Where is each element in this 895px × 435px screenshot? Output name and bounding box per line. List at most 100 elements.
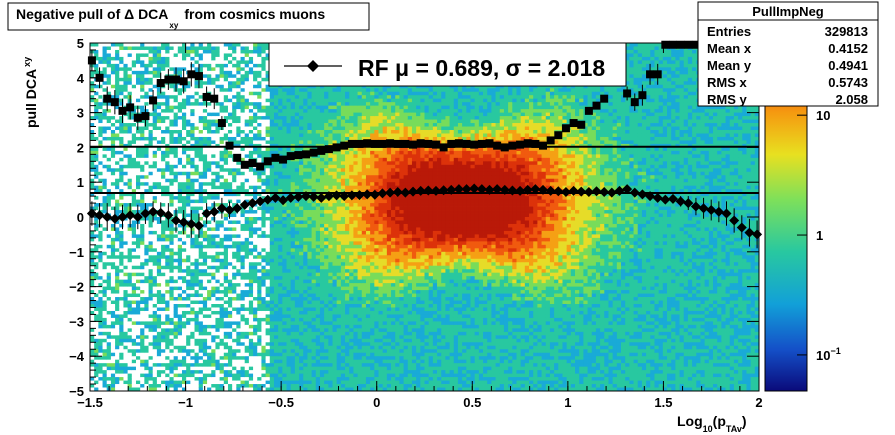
heatmap-cell bbox=[94, 123, 99, 127]
heatmap-cell bbox=[248, 84, 254, 89]
heatmap-cell bbox=[211, 77, 216, 82]
heatmap-cell bbox=[278, 377, 283, 381]
heatmap-cell bbox=[106, 359, 112, 364]
heatmap-cell bbox=[215, 248, 221, 253]
heatmap-cell bbox=[198, 196, 204, 200]
heatmap-cell bbox=[186, 244, 191, 249]
heatmap-cell bbox=[123, 203, 129, 207]
heatmap-cell bbox=[202, 185, 208, 190]
heatmap-cell bbox=[227, 91, 233, 96]
heatmap-cell bbox=[102, 49, 108, 54]
heatmap-cell bbox=[127, 279, 133, 284]
heatmap-cell bbox=[106, 234, 112, 239]
heatmap-cell bbox=[257, 286, 262, 291]
heatmap-cell bbox=[161, 377, 166, 381]
heatmap-cell bbox=[257, 182, 262, 187]
heatmap-cell bbox=[286, 230, 292, 235]
heatmap-cell bbox=[290, 314, 296, 319]
heatmap-cell bbox=[131, 352, 137, 357]
heatmap-cell bbox=[244, 307, 250, 312]
heatmap-cell bbox=[269, 286, 275, 291]
heatmap-cell bbox=[265, 276, 271, 281]
heatmap-cell bbox=[94, 150, 99, 155]
heatmap-cell bbox=[110, 276, 116, 281]
heatmap-cell bbox=[135, 136, 141, 141]
heatmap-cell bbox=[90, 384, 95, 388]
heatmap-cell bbox=[273, 300, 279, 305]
heatmap-cell bbox=[257, 91, 262, 96]
heatmap-cell bbox=[244, 335, 250, 340]
heatmap-cell bbox=[278, 314, 283, 319]
heatmap-cell bbox=[173, 175, 179, 180]
heatmap-cell bbox=[169, 168, 175, 173]
heatmap-cell bbox=[273, 178, 279, 183]
heatmap-cell bbox=[278, 359, 283, 364]
heatmap-cell bbox=[219, 185, 225, 190]
heatmap-cell bbox=[181, 269, 187, 274]
heatmap-cell bbox=[131, 81, 137, 86]
heatmap-cell bbox=[186, 102, 191, 107]
heatmap-cell bbox=[278, 234, 283, 239]
heatmap-cell bbox=[98, 359, 103, 364]
heatmap-cell bbox=[127, 265, 133, 270]
heatmap-cell bbox=[269, 161, 275, 166]
heatmap-cell bbox=[227, 297, 233, 301]
heatmap-cell bbox=[294, 286, 300, 291]
heatmap-cell bbox=[257, 206, 262, 211]
heatmap-cell bbox=[98, 154, 103, 159]
heatmap-cell bbox=[123, 116, 129, 120]
heatmap-cell bbox=[202, 88, 208, 93]
heatmap-cell bbox=[207, 123, 212, 127]
heatmap-cell bbox=[198, 88, 204, 93]
heatmap-cell bbox=[257, 345, 262, 350]
heatmap-cell bbox=[148, 56, 154, 61]
heatmap-cell bbox=[207, 297, 212, 301]
heatmap-cell bbox=[248, 286, 254, 291]
heatmap-cell bbox=[273, 88, 279, 93]
heatmap-cell bbox=[173, 203, 179, 207]
heatmap-cell bbox=[253, 338, 258, 343]
heatmap-cell bbox=[194, 102, 200, 107]
heatmap-cell bbox=[253, 244, 258, 249]
heatmap-cell bbox=[156, 88, 162, 93]
heatmap-cell bbox=[253, 234, 258, 239]
heatmap-cell bbox=[282, 105, 287, 110]
heatmap-cell bbox=[273, 387, 279, 391]
heatmap-cell bbox=[152, 91, 158, 96]
heatmap-cell bbox=[257, 324, 262, 329]
heatmap-cell bbox=[236, 345, 241, 350]
heatmap-cell bbox=[177, 178, 183, 183]
heatmap-cell bbox=[152, 112, 158, 117]
heatmap-cell bbox=[257, 116, 262, 120]
heatmap-cell bbox=[273, 237, 279, 242]
heatmap-cell bbox=[135, 293, 141, 298]
heatmap-cell bbox=[161, 53, 166, 58]
heatmap-cell bbox=[140, 356, 145, 361]
heatmap-cell bbox=[198, 324, 204, 329]
heatmap-cell bbox=[294, 95, 300, 100]
heatmap-cell bbox=[152, 366, 158, 371]
heatmap-cell bbox=[223, 290, 229, 294]
heatmap-cell bbox=[198, 95, 204, 100]
heatmap-cell bbox=[161, 363, 166, 368]
heatmap-cell bbox=[236, 130, 241, 134]
heatmap-cell bbox=[248, 283, 254, 287]
heatmap-cell bbox=[110, 178, 116, 183]
heatmap-cell bbox=[202, 384, 208, 388]
heatmap-cell bbox=[115, 363, 120, 368]
heatmap-cell bbox=[152, 161, 158, 166]
heatmap-cell bbox=[144, 182, 149, 187]
heatmap-cell bbox=[102, 171, 108, 176]
heatmap-cell bbox=[236, 88, 241, 93]
heatmap-cell bbox=[223, 293, 229, 298]
heatmap-cell bbox=[106, 276, 112, 281]
heatmap-cell bbox=[173, 112, 179, 117]
heatmap-cell bbox=[194, 324, 200, 329]
heatmap-cell bbox=[98, 338, 103, 343]
heatmap-cell bbox=[202, 349, 208, 354]
heatmap-cell bbox=[106, 77, 112, 82]
heatmap-cell bbox=[286, 223, 292, 228]
heatmap-cell bbox=[94, 223, 99, 228]
heatmap-cell bbox=[102, 276, 108, 281]
heatmap-cell bbox=[127, 140, 133, 145]
